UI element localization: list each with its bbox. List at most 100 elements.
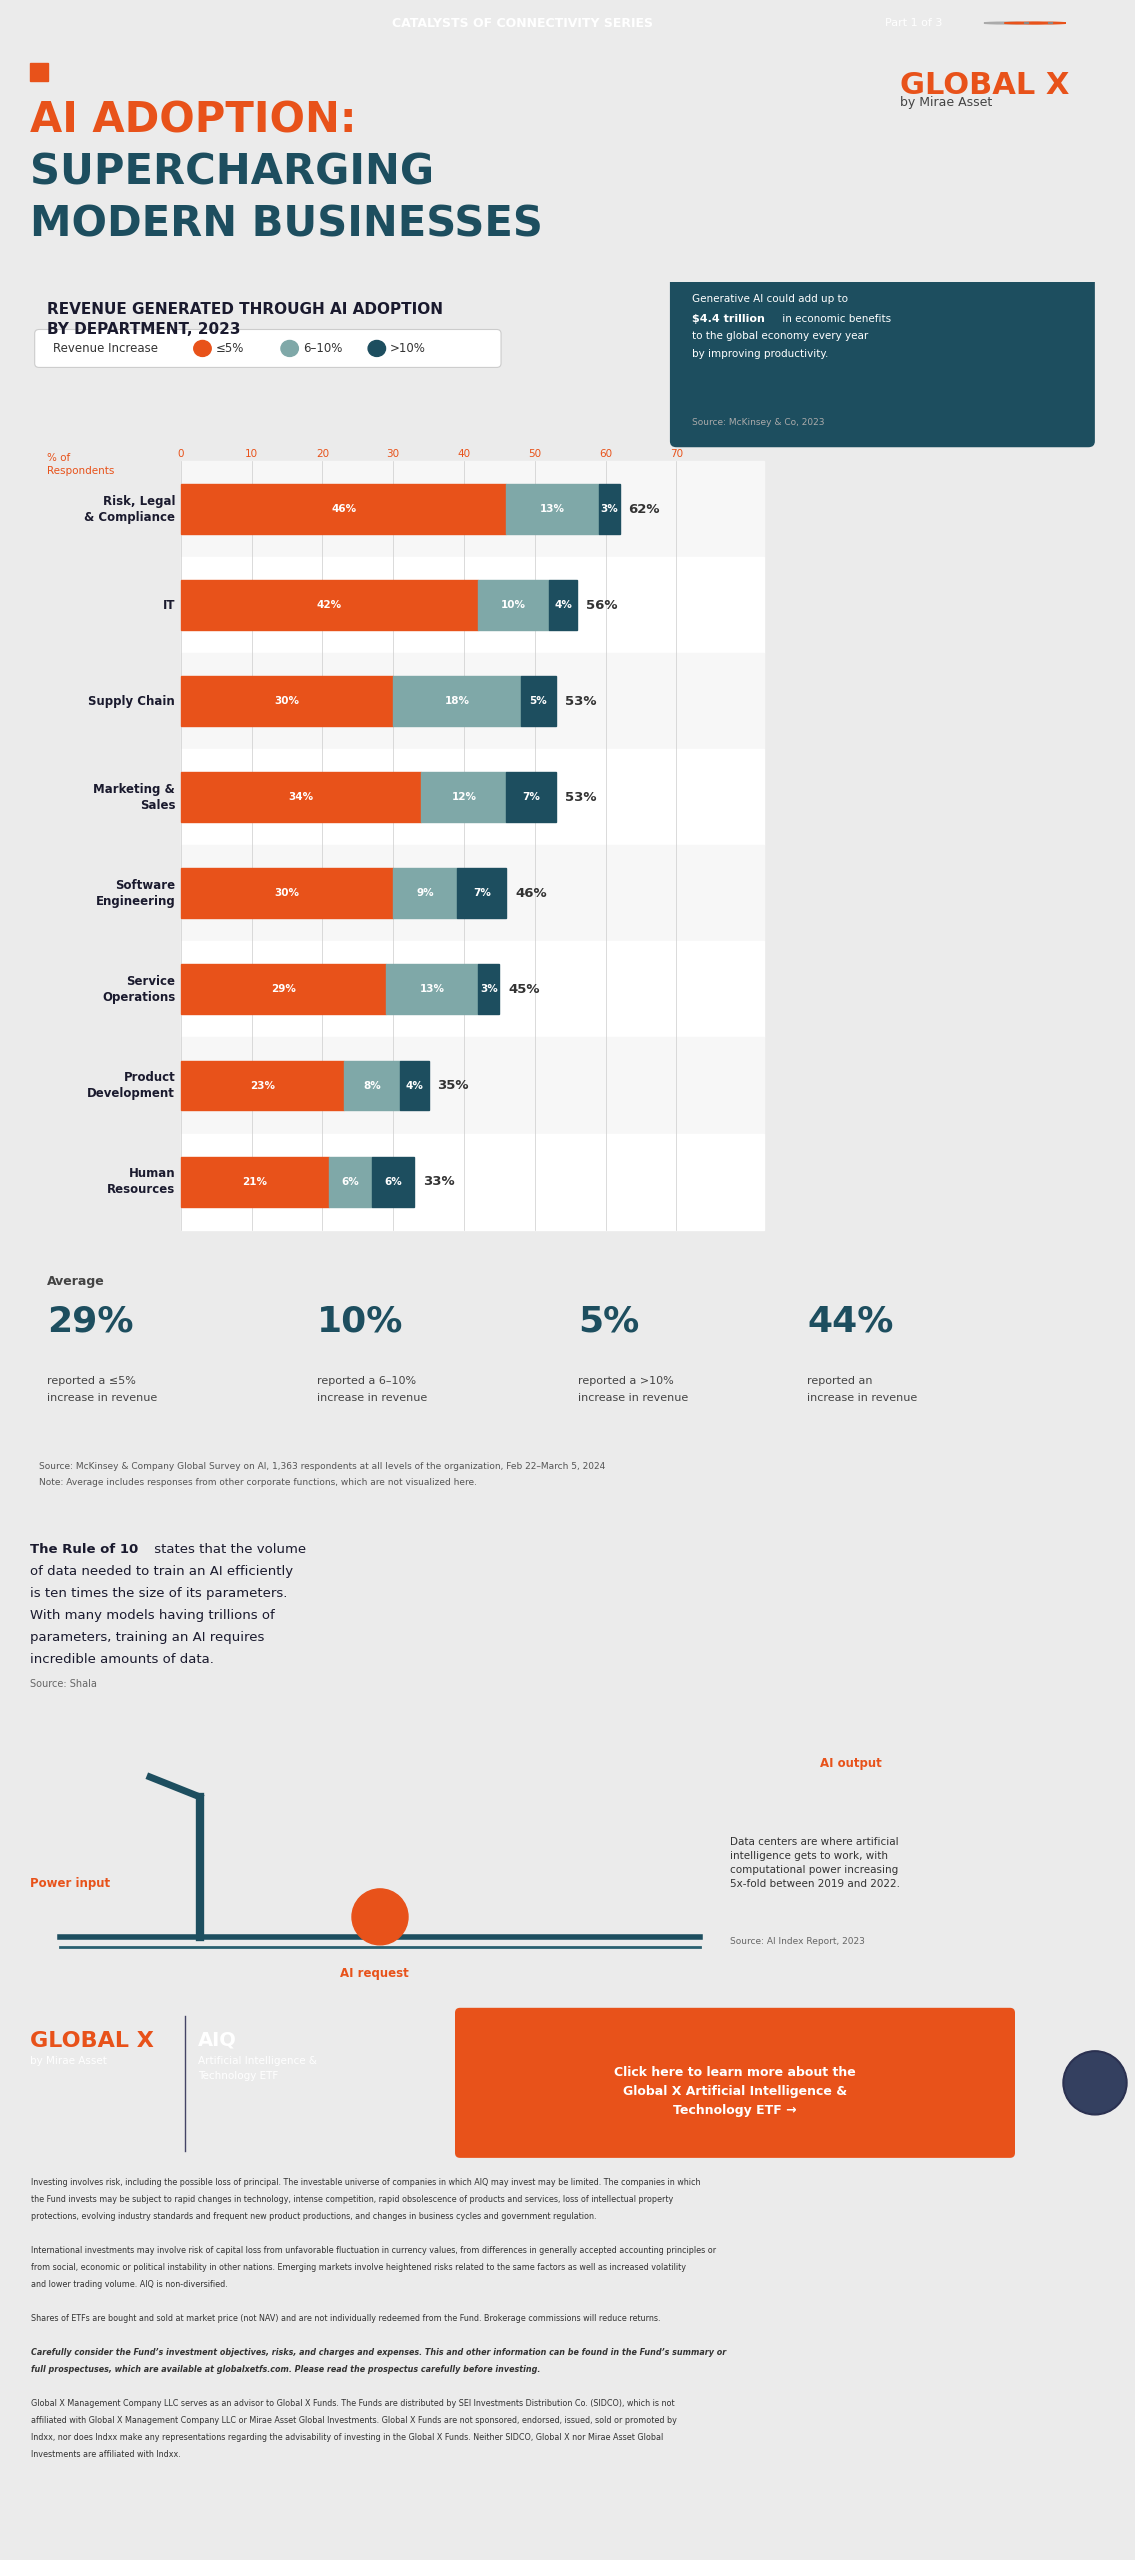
Text: Source: McKinsey & Company Global Survey on AI, 1,363 respondents at all levels : Source: McKinsey & Company Global Survey… — [39, 1462, 605, 1472]
Text: in economic benefits: in economic benefits — [779, 312, 891, 323]
Text: Product
Development: Product Development — [87, 1070, 175, 1101]
Bar — [30, 64, 48, 82]
FancyBboxPatch shape — [35, 330, 501, 369]
Bar — [180, 1134, 764, 1229]
Text: 21%: 21% — [243, 1178, 268, 1188]
Bar — [180, 1157, 329, 1206]
Text: is ten times the size of its parameters.: is ten times the size of its parameters. — [30, 1587, 287, 1600]
Bar — [180, 461, 764, 558]
Text: SUPERCHARGING: SUPERCHARGING — [30, 151, 434, 195]
Text: 34%: 34% — [288, 794, 313, 801]
Text: 40: 40 — [457, 448, 471, 458]
Circle shape — [1063, 2051, 1127, 2115]
Text: 10%: 10% — [317, 1306, 403, 1339]
Bar — [180, 1037, 764, 1134]
Text: 6%: 6% — [385, 1178, 402, 1188]
Text: 3%: 3% — [480, 986, 497, 993]
Text: Risk, Legal
& Compliance: Risk, Legal & Compliance — [84, 494, 175, 525]
Bar — [393, 676, 521, 727]
Text: BY DEPARTMENT, 2023: BY DEPARTMENT, 2023 — [47, 323, 241, 335]
Text: Investing involves risk, including the possible loss of principal. The investabl: Investing involves risk, including the p… — [32, 2179, 701, 2186]
Bar — [478, 965, 499, 1014]
Text: 29%: 29% — [47, 1306, 133, 1339]
Text: The Rule of 10: The Rule of 10 — [30, 1544, 138, 1556]
Text: of data needed to train an AI efficiently: of data needed to train an AI efficientl… — [30, 1564, 293, 1577]
Text: >10%: >10% — [390, 343, 426, 356]
Text: 35%: 35% — [437, 1078, 469, 1093]
Text: 7%: 7% — [473, 888, 490, 899]
Text: parameters, training an AI requires: parameters, training an AI requires — [30, 1631, 264, 1644]
Text: to the global economy every year: to the global economy every year — [691, 330, 868, 340]
Text: 56%: 56% — [586, 599, 617, 612]
Text: Technology ETF: Technology ETF — [197, 2071, 278, 2081]
Bar — [393, 868, 457, 919]
Text: IT: IT — [162, 599, 175, 612]
Circle shape — [352, 1889, 407, 1946]
Text: Data centers are where artificial
intelligence gets to work, with
computational : Data centers are where artificial intell… — [730, 1838, 900, 1889]
Text: 53%: 53% — [565, 694, 596, 707]
Text: 5%: 5% — [530, 696, 547, 707]
Text: 10: 10 — [245, 448, 258, 458]
Bar — [180, 942, 764, 1037]
FancyBboxPatch shape — [670, 276, 1095, 448]
Text: GLOBAL X: GLOBAL X — [30, 2030, 154, 2051]
Bar — [180, 965, 386, 1014]
Text: 13%: 13% — [540, 504, 565, 515]
Text: Artificial Intelligence &: Artificial Intelligence & — [197, 2056, 317, 2066]
Bar — [344, 1060, 401, 1111]
Text: by improving productivity.: by improving productivity. — [691, 351, 829, 358]
Text: 62%: 62% — [629, 502, 661, 515]
Text: incredible amounts of data.: incredible amounts of data. — [30, 1654, 213, 1667]
Text: AIQ: AIQ — [197, 2030, 237, 2051]
Text: Source: Shala: Source: Shala — [30, 1679, 96, 1690]
Bar — [180, 1060, 344, 1111]
Text: 30%: 30% — [275, 696, 300, 707]
Bar — [180, 845, 764, 942]
Text: Supply Chain: Supply Chain — [89, 694, 175, 707]
Text: International investments may involve risk of capital loss from unfavorable fluc: International investments may involve ri… — [32, 2245, 716, 2255]
Ellipse shape — [368, 340, 386, 356]
Text: 45%: 45% — [508, 983, 539, 996]
Text: 12%: 12% — [452, 794, 477, 801]
Text: reported an: reported an — [807, 1375, 873, 1385]
Text: the Fund invests may be subject to rapid changes in technology, intense competit: the Fund invests may be subject to rapid… — [32, 2194, 674, 2204]
Text: by Mirae Asset: by Mirae Asset — [30, 2056, 107, 2066]
Text: 23%: 23% — [250, 1080, 275, 1091]
Text: 0: 0 — [177, 448, 184, 458]
Text: 46%: 46% — [515, 886, 547, 901]
Text: 6%: 6% — [342, 1178, 360, 1188]
Text: 5%: 5% — [579, 1306, 640, 1339]
Text: Revenue Increase: Revenue Increase — [53, 343, 158, 356]
Text: 18%: 18% — [445, 696, 470, 707]
Text: With many models having trillions of: With many models having trillions of — [30, 1610, 275, 1623]
FancyBboxPatch shape — [455, 2007, 1015, 2158]
Bar — [180, 676, 393, 727]
Bar — [386, 965, 478, 1014]
Text: Power input: Power input — [30, 1876, 110, 1889]
Text: 8%: 8% — [363, 1080, 380, 1091]
Bar — [180, 868, 393, 919]
Bar — [401, 1060, 429, 1111]
Text: increase in revenue: increase in revenue — [807, 1393, 917, 1403]
Bar — [521, 676, 556, 727]
Text: increase in revenue: increase in revenue — [579, 1393, 689, 1403]
Text: 3%: 3% — [600, 504, 619, 515]
Text: 30: 30 — [387, 448, 400, 458]
Text: 10%: 10% — [501, 599, 526, 609]
Text: 9%: 9% — [417, 888, 434, 899]
Text: REVENUE GENERATED THROUGH AI ADOPTION: REVENUE GENERATED THROUGH AI ADOPTION — [47, 302, 443, 317]
Text: Source: AI Index Report, 2023: Source: AI Index Report, 2023 — [730, 1938, 865, 1946]
Text: ≤5%: ≤5% — [216, 343, 244, 356]
Text: 44%: 44% — [807, 1306, 893, 1339]
Bar — [478, 581, 549, 630]
Text: 20: 20 — [316, 448, 329, 458]
Text: % of
Respondents: % of Respondents — [47, 453, 114, 476]
Text: by Mirae Asset: by Mirae Asset — [900, 97, 992, 110]
Text: Average: Average — [47, 1275, 104, 1288]
Bar — [180, 484, 506, 535]
Text: $4.4 trillion: $4.4 trillion — [691, 312, 765, 323]
Text: MODERN BUSINESSES: MODERN BUSINESSES — [30, 202, 543, 246]
Text: 42%: 42% — [317, 599, 342, 609]
Bar — [421, 773, 506, 822]
Text: increase in revenue: increase in revenue — [47, 1393, 157, 1403]
